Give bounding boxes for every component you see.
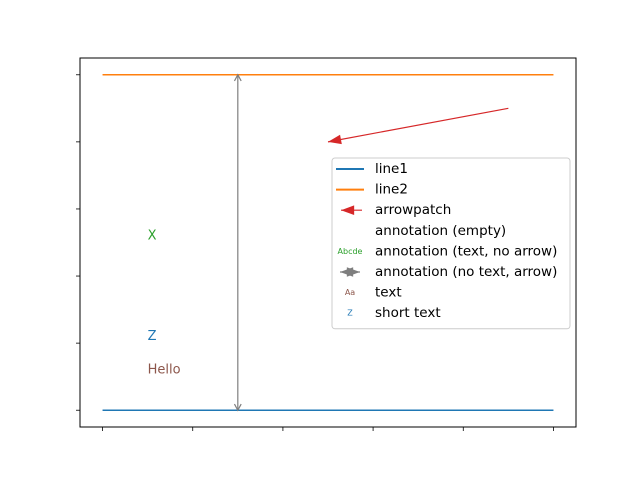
legend-marker-6: Aa (345, 288, 355, 297)
text-annotation-0: X (148, 228, 157, 243)
annotation-arrow-head-bottom (233, 403, 242, 412)
legend-label-0: line1 (375, 161, 408, 177)
axes-frame (79, 57, 577, 428)
legend-marker-head-l-5 (340, 267, 354, 277)
legend-marker-7: Z (347, 309, 353, 318)
legend: line1 line2 arrowpatch annotation (empty) Ab… (331, 157, 571, 330)
legend-label-4: annotation (text, no arrow) (375, 243, 557, 259)
legend-label-6: text (375, 285, 402, 301)
axis-ticks (76, 74, 554, 431)
legend-label-1: line2 (375, 182, 408, 198)
legend-marker-head-2 (341, 205, 355, 216)
legend-label-2: arrowpatch (375, 202, 451, 218)
legend-label-7: short text (375, 305, 441, 321)
text-annotations: X Z Hello (148, 228, 181, 377)
legend-label-3: annotation (empty) (375, 223, 506, 239)
annotation-arrow-head-top (233, 73, 242, 82)
legend-label-5: annotation (no text, arrow) (375, 264, 557, 280)
legend-marker-4: Abcde (338, 247, 363, 256)
text-annotation-2: Hello (148, 362, 181, 377)
arrowpatch-head (328, 134, 342, 145)
legend-box (331, 157, 571, 330)
arrowpatch-line (327, 107, 509, 143)
text-annotation-1: Z (148, 329, 157, 344)
plot-content (102, 73, 554, 412)
